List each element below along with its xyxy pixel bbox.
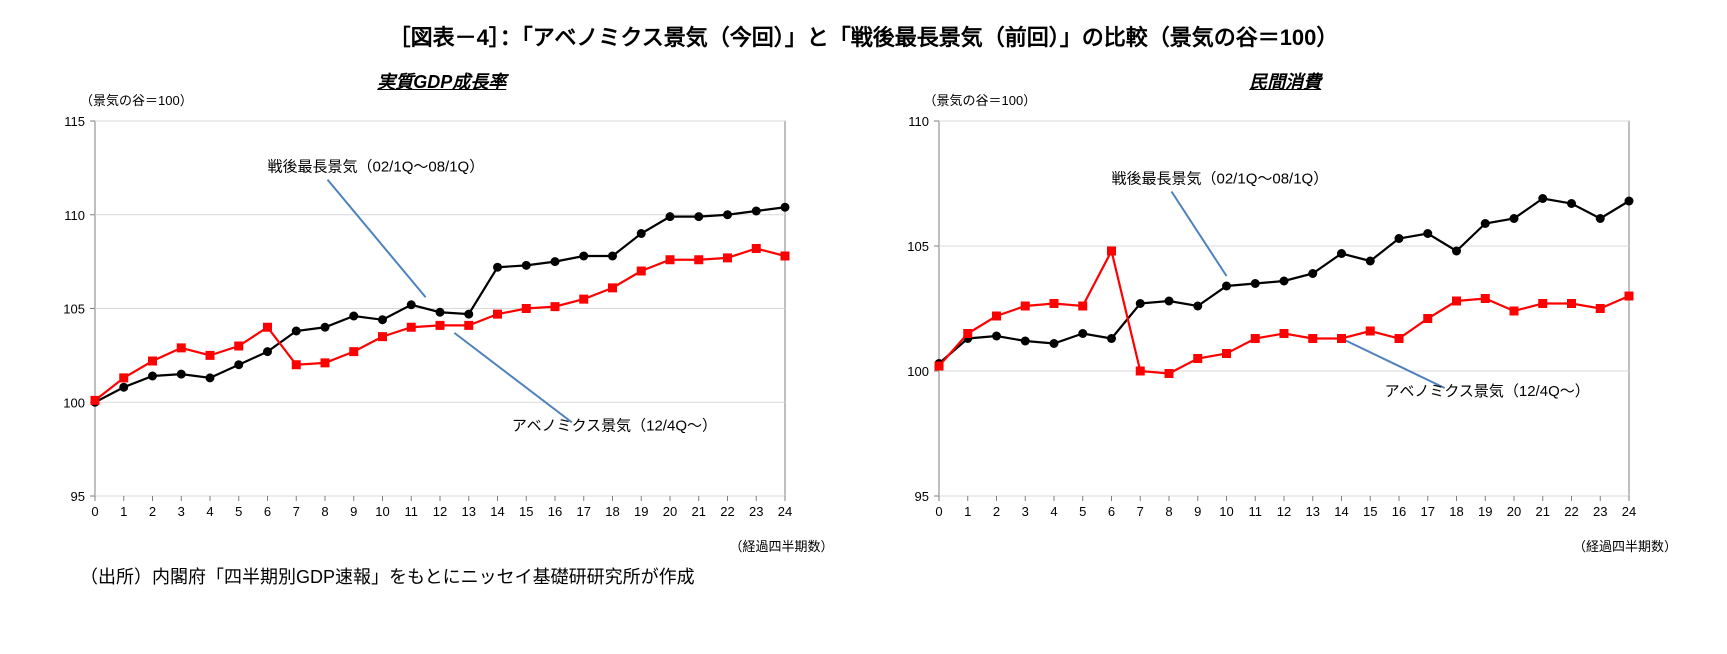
svg-text:1: 1 (964, 504, 971, 519)
svg-text:24: 24 (778, 504, 792, 519)
svg-text:20: 20 (663, 504, 677, 519)
svg-text:18: 18 (1449, 504, 1463, 519)
svg-text:20: 20 (1506, 504, 1520, 519)
svg-text:3: 3 (1021, 504, 1028, 519)
svg-text:23: 23 (1593, 504, 1607, 519)
svg-text:5: 5 (1079, 504, 1086, 519)
svg-text:2: 2 (149, 504, 156, 519)
svg-text:14: 14 (1334, 504, 1348, 519)
svg-text:アベノミクス景気（12/4Q～）: アベノミクス景気（12/4Q～） (1384, 383, 1589, 400)
svg-text:105: 105 (907, 239, 929, 254)
svg-text:1: 1 (120, 504, 127, 519)
svg-text:21: 21 (692, 504, 706, 519)
svg-text:17: 17 (1420, 504, 1434, 519)
chart-right: （景気の谷＝100） 民間消費 951001051100123456789101… (884, 62, 1688, 555)
svg-text:7: 7 (1136, 504, 1143, 519)
svg-text:24: 24 (1621, 504, 1635, 519)
svg-text:0: 0 (935, 504, 942, 519)
y-axis-label-right: （景気の谷＝100） (924, 90, 1037, 109)
source-text: （出所）内閣府「四半期別GDP速報」をもとにニッセイ基礎研研究所が作成 (40, 563, 1687, 589)
svg-text:6: 6 (1107, 504, 1114, 519)
svg-text:13: 13 (462, 504, 476, 519)
svg-text:10: 10 (375, 504, 389, 519)
svg-text:11: 11 (1248, 504, 1262, 519)
chart-svg-left: 9510010511011501234567891011121314151617… (40, 96, 800, 536)
svg-text:アベノミクス景気（12/4Q～）: アベノミクス景気（12/4Q～） (512, 417, 717, 434)
svg-text:3: 3 (178, 504, 185, 519)
svg-text:18: 18 (605, 504, 619, 519)
svg-text:4: 4 (206, 504, 213, 519)
svg-text:95: 95 (914, 489, 928, 504)
svg-text:14: 14 (490, 504, 504, 519)
svg-text:19: 19 (634, 504, 648, 519)
svg-text:110: 110 (908, 114, 929, 129)
svg-text:10: 10 (1219, 504, 1233, 519)
svg-text:100: 100 (63, 395, 85, 410)
svg-text:8: 8 (1165, 504, 1172, 519)
svg-text:戦後最長景気（02/1Q～08/1Q）: 戦後最長景気（02/1Q～08/1Q） (1111, 171, 1328, 188)
x-axis-label-left: （経過四半期数） (40, 536, 844, 555)
svg-text:4: 4 (1050, 504, 1057, 519)
svg-text:戦後最長景気（02/1Q～08/1Q）: 戦後最長景気（02/1Q～08/1Q） (268, 159, 485, 176)
svg-text:22: 22 (1564, 504, 1578, 519)
charts-container: （景気の谷＝100） 実質GDP成長率 95100105110115012345… (40, 62, 1687, 555)
svg-text:22: 22 (720, 504, 734, 519)
chart-svg-right: 9510010511001234567891011121314151617181… (884, 96, 1644, 536)
svg-text:105: 105 (63, 302, 85, 317)
svg-text:13: 13 (1305, 504, 1319, 519)
svg-text:11: 11 (405, 504, 419, 519)
main-title: ［図表－4］：「アベノミクス景気（今回）」と「戦後最長景気（前回）」の比較（景気… (40, 20, 1687, 52)
svg-text:9: 9 (350, 504, 357, 519)
y-axis-label-left: （景気の谷＝100） (80, 90, 193, 109)
chart-left: （景気の谷＝100） 実質GDP成長率 95100105110115012345… (40, 62, 844, 555)
svg-text:12: 12 (1276, 504, 1290, 519)
svg-text:15: 15 (1363, 504, 1377, 519)
svg-text:0: 0 (91, 504, 98, 519)
svg-text:6: 6 (264, 504, 271, 519)
svg-text:95: 95 (71, 489, 85, 504)
svg-text:110: 110 (64, 208, 85, 223)
svg-text:15: 15 (519, 504, 533, 519)
svg-text:115: 115 (64, 114, 85, 129)
svg-text:16: 16 (1391, 504, 1405, 519)
svg-text:23: 23 (749, 504, 763, 519)
svg-text:17: 17 (577, 504, 591, 519)
svg-text:9: 9 (1194, 504, 1201, 519)
svg-text:5: 5 (235, 504, 242, 519)
svg-text:21: 21 (1535, 504, 1549, 519)
svg-text:2: 2 (992, 504, 999, 519)
svg-text:12: 12 (433, 504, 447, 519)
svg-text:7: 7 (293, 504, 300, 519)
svg-text:19: 19 (1478, 504, 1492, 519)
svg-text:8: 8 (321, 504, 328, 519)
svg-text:16: 16 (548, 504, 562, 519)
svg-text:100: 100 (907, 364, 929, 379)
x-axis-label-right: （経過四半期数） (884, 536, 1688, 555)
